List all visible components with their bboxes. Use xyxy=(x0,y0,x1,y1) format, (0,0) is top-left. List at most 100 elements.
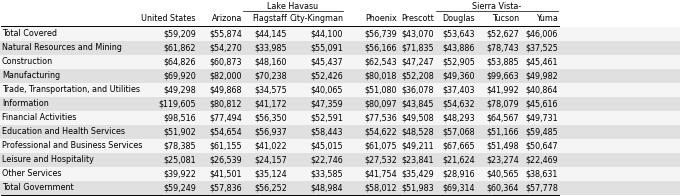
Text: $48,160: $48,160 xyxy=(254,57,287,66)
Text: Arizona: Arizona xyxy=(211,14,242,23)
Text: $51,080: $51,080 xyxy=(364,85,397,94)
Text: $38,631: $38,631 xyxy=(526,170,558,179)
Text: $43,886: $43,886 xyxy=(443,44,475,53)
Text: $23,841: $23,841 xyxy=(401,155,434,164)
Text: $64,826: $64,826 xyxy=(163,57,196,66)
Text: $77,536: $77,536 xyxy=(364,113,397,122)
Text: Phoenix: Phoenix xyxy=(365,14,397,23)
Text: $37,525: $37,525 xyxy=(525,44,558,53)
Text: $48,984: $48,984 xyxy=(311,183,343,192)
Text: $52,208: $52,208 xyxy=(401,72,434,81)
Text: Trade, Transportation, and Utilities: Trade, Transportation, and Utilities xyxy=(2,85,140,94)
Text: $60,364: $60,364 xyxy=(487,183,519,192)
Text: $59,249: $59,249 xyxy=(163,183,196,192)
Text: $67,665: $67,665 xyxy=(443,142,475,151)
Text: $53,643: $53,643 xyxy=(443,30,475,38)
Text: $60,873: $60,873 xyxy=(209,57,242,66)
Text: $70,238: $70,238 xyxy=(254,72,287,81)
Bar xyxy=(0,167,680,181)
Bar xyxy=(0,97,680,111)
Text: $78,743: $78,743 xyxy=(486,44,519,53)
Text: $61,075: $61,075 xyxy=(364,142,397,151)
Text: Lake Havasu: Lake Havasu xyxy=(267,2,318,11)
Text: $49,211: $49,211 xyxy=(401,142,434,151)
Text: $44,100: $44,100 xyxy=(311,30,343,38)
Text: $33,985: $33,985 xyxy=(254,44,287,53)
Text: $55,091: $55,091 xyxy=(310,44,343,53)
Text: $47,247: $47,247 xyxy=(401,57,434,66)
Text: $80,018: $80,018 xyxy=(364,72,397,81)
Text: Manufacturing: Manufacturing xyxy=(2,72,60,81)
Text: $45,616: $45,616 xyxy=(526,100,558,109)
Text: $59,209: $59,209 xyxy=(163,30,196,38)
Bar xyxy=(0,41,680,55)
Text: Total Government: Total Government xyxy=(2,183,73,192)
Text: $57,778: $57,778 xyxy=(525,183,558,192)
Text: $80,812: $80,812 xyxy=(209,100,242,109)
Text: $56,166: $56,166 xyxy=(364,44,397,53)
Text: Leisure and Hospitality: Leisure and Hospitality xyxy=(2,155,94,164)
Text: $27,532: $27,532 xyxy=(364,155,397,164)
Bar xyxy=(0,111,680,125)
Text: $119,605: $119,605 xyxy=(158,100,196,109)
Text: $69,314: $69,314 xyxy=(443,183,475,192)
Text: $56,739: $56,739 xyxy=(364,30,397,38)
Text: $54,632: $54,632 xyxy=(443,100,475,109)
Text: $47,359: $47,359 xyxy=(310,100,343,109)
Text: $40,065: $40,065 xyxy=(311,85,343,94)
Text: $53,885: $53,885 xyxy=(486,57,519,66)
Bar xyxy=(0,69,680,83)
Text: $64,567: $64,567 xyxy=(486,113,519,122)
Text: $58,443: $58,443 xyxy=(311,128,343,136)
Bar xyxy=(0,139,680,153)
Text: $50,647: $50,647 xyxy=(526,142,558,151)
Text: Other Services: Other Services xyxy=(2,170,61,179)
Text: $22,746: $22,746 xyxy=(310,155,343,164)
Text: $56,252: $56,252 xyxy=(254,183,287,192)
Text: $80,097: $80,097 xyxy=(364,100,397,109)
Text: $62,543: $62,543 xyxy=(364,57,397,66)
Text: $69,920: $69,920 xyxy=(163,72,196,81)
Text: $59,485: $59,485 xyxy=(525,128,558,136)
Text: $45,461: $45,461 xyxy=(526,57,558,66)
Text: Flagstaff: Flagstaff xyxy=(252,14,287,23)
Text: $82,000: $82,000 xyxy=(209,72,242,81)
Text: $54,270: $54,270 xyxy=(209,44,242,53)
Text: Douglas: Douglas xyxy=(443,14,475,23)
Text: $49,731: $49,731 xyxy=(526,113,558,122)
Text: Education and Health Services: Education and Health Services xyxy=(2,128,125,136)
Text: $52,905: $52,905 xyxy=(442,57,475,66)
Text: $22,469: $22,469 xyxy=(525,155,558,164)
Text: $51,498: $51,498 xyxy=(486,142,519,151)
Bar xyxy=(0,55,680,69)
Text: $48,293: $48,293 xyxy=(443,113,475,122)
Text: $37,403: $37,403 xyxy=(443,85,475,94)
Text: $56,350: $56,350 xyxy=(254,113,287,122)
Text: $57,836: $57,836 xyxy=(209,183,242,192)
Text: $46,006: $46,006 xyxy=(526,30,558,38)
Text: $45,015: $45,015 xyxy=(310,142,343,151)
Text: Natural Resources and Mining: Natural Resources and Mining xyxy=(2,44,122,53)
Text: Sierra Vista-: Sierra Vista- xyxy=(473,2,522,11)
Text: $45,437: $45,437 xyxy=(310,57,343,66)
Text: Financial Activities: Financial Activities xyxy=(2,113,76,122)
Text: $52,627: $52,627 xyxy=(486,30,519,38)
Text: $41,992: $41,992 xyxy=(486,85,519,94)
Text: $41,501: $41,501 xyxy=(209,170,242,179)
Text: Total Covered: Total Covered xyxy=(2,30,57,38)
Text: $26,539: $26,539 xyxy=(209,155,242,164)
Text: $24,157: $24,157 xyxy=(254,155,287,164)
Text: $41,172: $41,172 xyxy=(254,100,287,109)
Text: $49,360: $49,360 xyxy=(443,72,475,81)
Bar xyxy=(0,153,680,167)
Text: $25,081: $25,081 xyxy=(163,155,196,164)
Text: $36,078: $36,078 xyxy=(401,85,434,94)
Text: Construction: Construction xyxy=(2,57,53,66)
Text: $61,155: $61,155 xyxy=(209,142,242,151)
Text: $33,585: $33,585 xyxy=(310,170,343,179)
Text: $57,068: $57,068 xyxy=(443,128,475,136)
Text: $23,274: $23,274 xyxy=(486,155,519,164)
Text: $40,565: $40,565 xyxy=(486,170,519,179)
Text: Information: Information xyxy=(2,100,49,109)
Text: $51,902: $51,902 xyxy=(163,128,196,136)
